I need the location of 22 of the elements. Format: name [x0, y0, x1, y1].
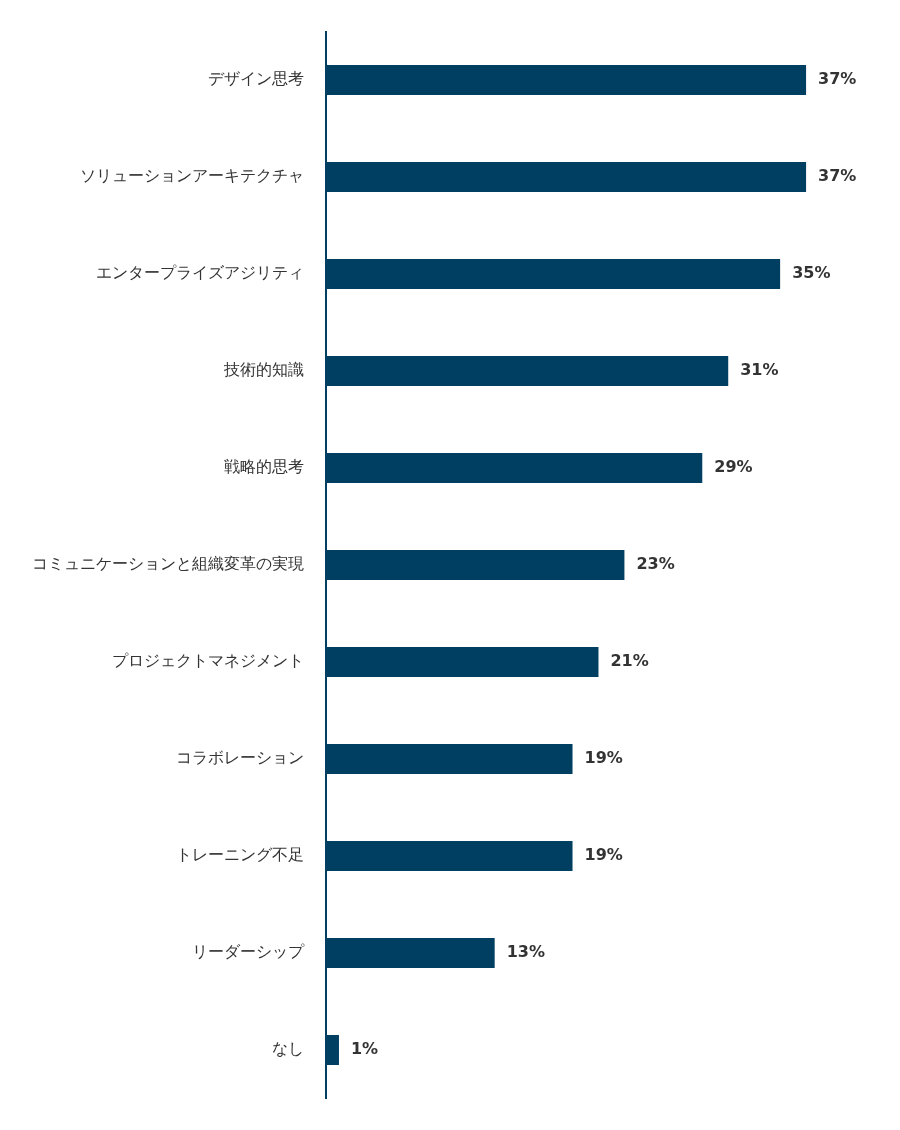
y-tick-label: 技術的知識: [223, 360, 304, 380]
y-tick-label: リーダーシップ: [192, 942, 305, 962]
data-label: 37%: [818, 69, 857, 89]
y-tick-label: コラボレーション: [176, 748, 304, 768]
data-label: 37%: [818, 166, 857, 186]
y-tick-label: コミュニケーションと組織変革の実現: [32, 554, 304, 574]
y-tick-label: 戦略的思考: [224, 457, 304, 477]
y-tick-label: ソリューションアーキテクチャ: [80, 166, 304, 186]
data-label: 13%: [506, 942, 545, 962]
data-label: 23%: [636, 554, 675, 574]
y-tick-label: プロジェクトマネジメント: [112, 651, 304, 671]
y-tick-label: デザイン思考: [208, 69, 304, 89]
y-tick-label: エンタープライズアジリティ: [96, 263, 304, 283]
y-tick-label: なし: [272, 1039, 304, 1059]
data-label: 1%: [350, 1039, 379, 1059]
data-label: 21%: [610, 651, 649, 671]
y-tick-label: トレーニング不足: [176, 845, 304, 865]
data-label: 29%: [714, 457, 753, 477]
data-label: 31%: [740, 360, 779, 380]
data-label: 19%: [584, 748, 623, 768]
data-label: 19%: [584, 845, 623, 865]
data-label: 35%: [792, 263, 831, 283]
